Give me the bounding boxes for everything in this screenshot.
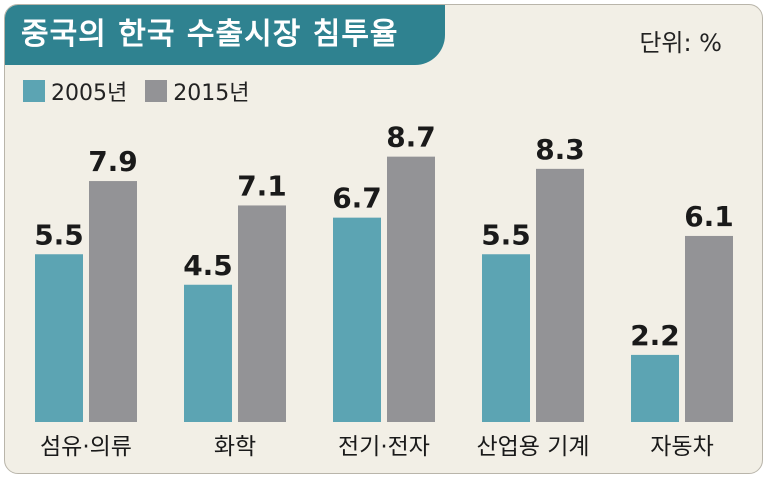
value-label-2005-4: 2.2 [630,319,680,352]
chart-frame: 중국의 한국 수출시장 침투율 단위: % 2005년 2015년 5.5 7.9… [4,4,763,474]
legend: 2005년 2015년 [23,75,267,107]
chart-title: 중국의 한국 수출시장 침투율 [5,5,445,65]
unit-label: 단위: % [639,29,722,57]
bar-2005-4 [631,354,679,422]
bar-chart: 5.5 7.9 섬유·의류 4.5 7.1 화학 6.78.7 전기·전자 5.5 8.3 산업용 … [34,121,734,460]
value-label-2015-3: 8.3 [535,133,585,166]
bar-2015-1 [238,205,286,422]
legend-item-2005: 2005년 [23,75,127,107]
bar-2015-2 [387,156,435,422]
value-label-2015-4: 6.1 [684,200,734,233]
bar-2005-3 [482,254,530,422]
value-label-2015-2: 8.7 [386,121,436,154]
legend-label-2015: 2015년 [173,81,250,106]
bar-2005-2 [333,217,381,422]
category-label-1: 화학 [214,434,256,460]
value-label-2005-1: 4.5 [183,249,233,282]
category-label-4: 자동차 [650,434,713,460]
bar-2015-3 [536,168,584,422]
legend-item-2015: 2015년 [145,75,249,107]
category-label-2: 전기·전자 [338,434,430,460]
category-label-3: 산업용 기계 [476,434,589,460]
value-label-2015-1: 7.1 [237,169,287,202]
bar-2015-0 [89,181,137,422]
value-label-2005-0: 5.5 [34,218,84,251]
bar-2005-1 [184,284,232,422]
legend-swatch-2005 [23,80,45,102]
category-label-0: 섬유·의류 [40,434,132,460]
value-label-2015-0: 7.9 [88,145,138,178]
bar-2015-4 [685,235,733,422]
legend-label-2005: 2005년 [51,81,128,106]
bar-2005-0 [35,254,83,422]
value-label-2005-3: 5.5 [481,218,531,251]
value-label-2005-2: 6.7 [332,182,382,215]
legend-swatch-2015 [145,80,168,102]
